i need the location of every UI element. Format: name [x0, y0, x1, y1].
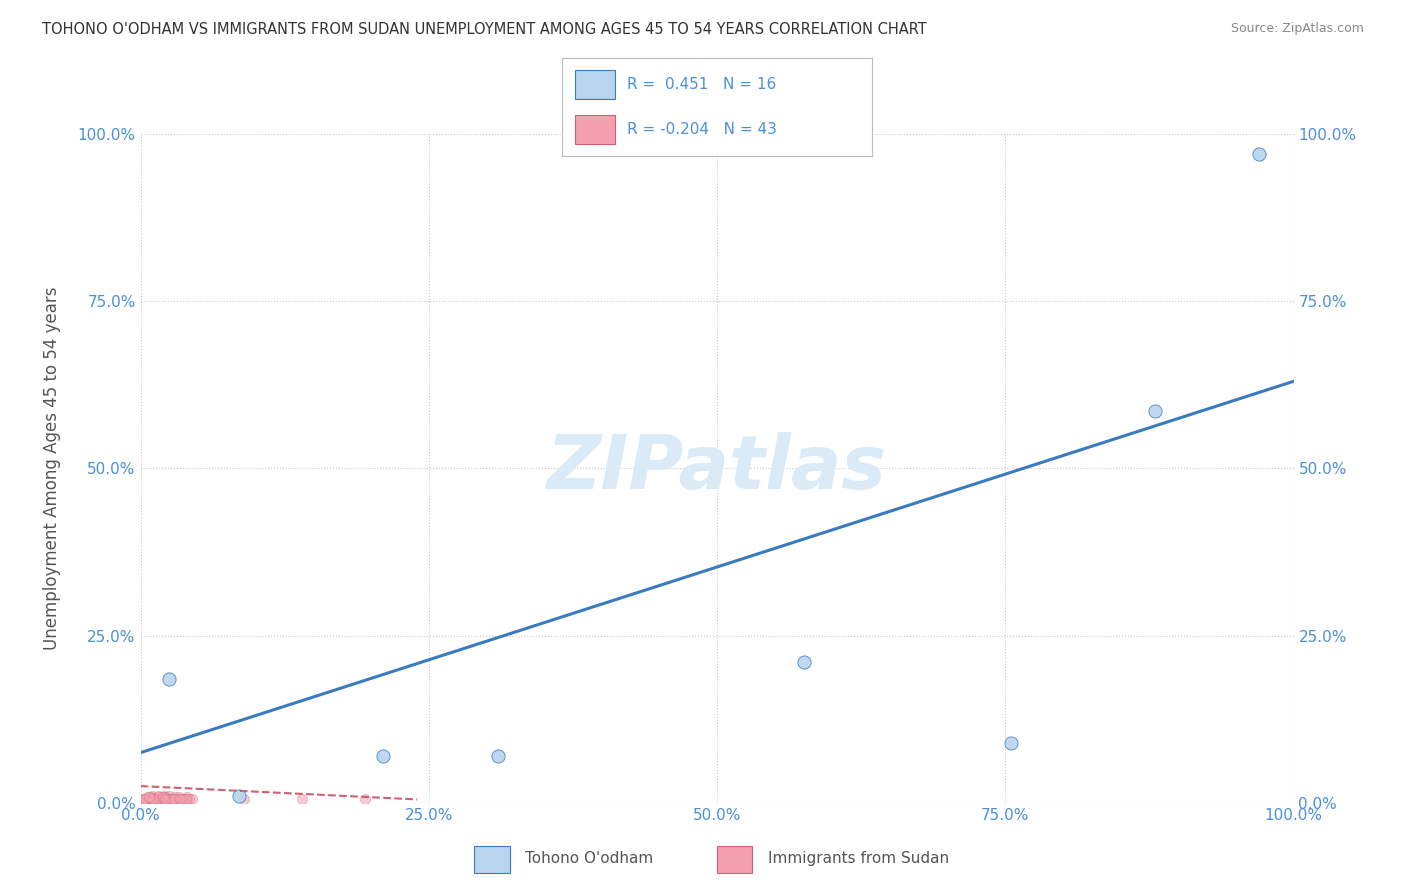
- Point: [153, 792, 176, 806]
- Point: [162, 792, 184, 806]
- Bar: [474, 847, 509, 873]
- Point: [354, 792, 377, 806]
- Point: [1000, 735, 1022, 749]
- Point: [166, 792, 188, 806]
- Text: Immigrants from Sudan: Immigrants from Sudan: [768, 851, 949, 866]
- Point: [143, 792, 166, 806]
- Point: [129, 792, 152, 806]
- Point: [174, 792, 197, 806]
- Point: [132, 792, 155, 806]
- Point: [138, 790, 160, 805]
- Point: [172, 792, 194, 806]
- Point: [291, 792, 314, 806]
- Point: [170, 792, 193, 806]
- Point: [177, 792, 200, 806]
- Point: [163, 792, 186, 806]
- Point: [159, 792, 181, 806]
- Point: [135, 792, 157, 806]
- Point: [139, 792, 162, 806]
- Text: TOHONO O'ODHAM VS IMMIGRANTS FROM SUDAN UNEMPLOYMENT AMONG AGES 45 TO 54 YEARS C: TOHONO O'ODHAM VS IMMIGRANTS FROM SUDAN …: [42, 22, 927, 37]
- Point: [176, 790, 198, 805]
- Point: [150, 792, 173, 806]
- Point: [142, 792, 165, 806]
- Point: [134, 792, 156, 806]
- Point: [146, 792, 169, 806]
- Point: [152, 790, 174, 805]
- Point: [1144, 404, 1167, 418]
- Point: [145, 792, 167, 806]
- Point: [793, 655, 815, 669]
- Point: [1247, 147, 1270, 161]
- Point: [486, 749, 509, 764]
- Point: [181, 792, 204, 806]
- Point: [371, 749, 394, 764]
- Text: ZIPatlas: ZIPatlas: [547, 432, 887, 505]
- Point: [148, 790, 170, 805]
- Point: [233, 792, 256, 806]
- Point: [146, 789, 169, 803]
- Point: [165, 792, 187, 806]
- Point: [155, 790, 177, 805]
- Point: [152, 792, 174, 806]
- Point: [135, 792, 157, 806]
- Point: [165, 790, 187, 805]
- Point: [169, 792, 191, 806]
- Text: Tohono O'odham: Tohono O'odham: [524, 851, 652, 866]
- Point: [173, 792, 195, 806]
- Point: [141, 792, 163, 806]
- Y-axis label: Unemployment Among Ages 45 to 54 years: Unemployment Among Ages 45 to 54 years: [44, 286, 60, 650]
- Text: R =  0.451   N = 16: R = 0.451 N = 16: [627, 77, 776, 92]
- Bar: [575, 70, 614, 99]
- Point: [176, 792, 198, 806]
- Point: [157, 792, 180, 806]
- Point: [159, 792, 180, 806]
- Text: Source: ZipAtlas.com: Source: ZipAtlas.com: [1230, 22, 1364, 36]
- Point: [136, 790, 159, 805]
- Point: [159, 789, 180, 803]
- Text: R = -0.204   N = 43: R = -0.204 N = 43: [627, 122, 778, 137]
- Point: [152, 789, 174, 803]
- Bar: [717, 847, 752, 873]
- Point: [139, 790, 162, 805]
- Point: [141, 789, 163, 803]
- Bar: [575, 115, 614, 145]
- Point: [167, 790, 190, 805]
- Point: [152, 790, 174, 805]
- Point: [228, 789, 250, 803]
- Point: [159, 672, 180, 686]
